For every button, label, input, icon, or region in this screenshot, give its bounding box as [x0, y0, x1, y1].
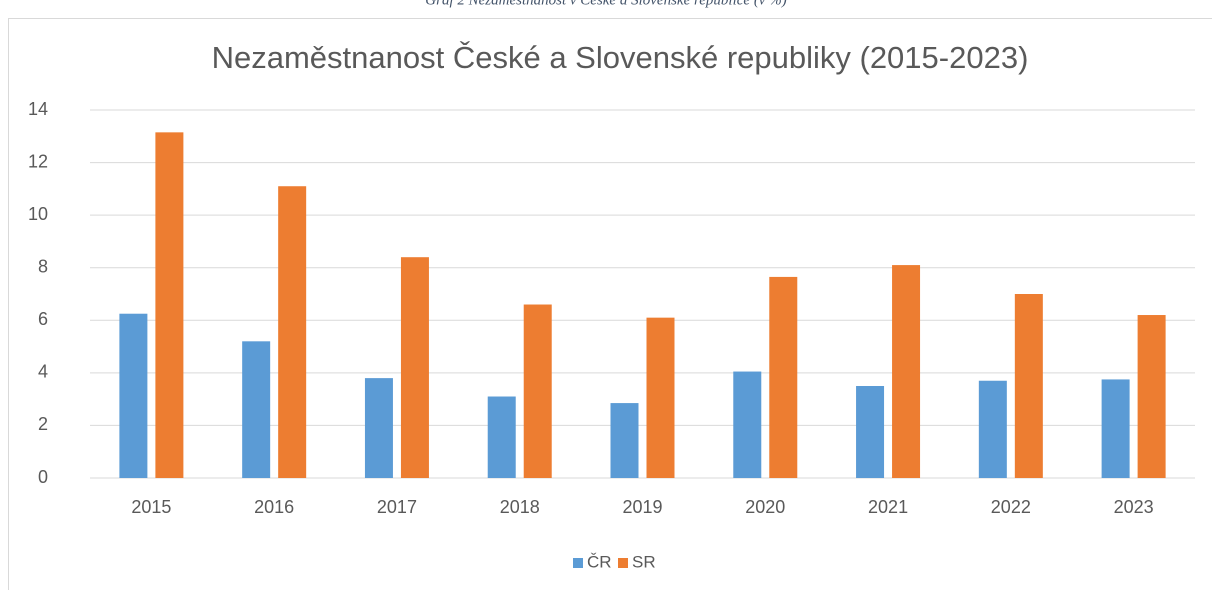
bar	[119, 313, 148, 478]
y-tick-label: 4	[38, 362, 48, 382]
legend-swatch	[618, 558, 628, 568]
x-tick-label: 2018	[500, 497, 540, 517]
bar	[400, 257, 429, 478]
legend-swatch	[573, 558, 583, 568]
y-tick-label: 0	[38, 467, 48, 487]
bar	[278, 186, 307, 478]
x-tick-label: 2022	[991, 497, 1031, 517]
chart-title: Nezaměstnanost České a Slovenské republi…	[212, 40, 1029, 75]
legend-label: ČR	[587, 552, 612, 571]
x-tick-label: 2023	[1114, 497, 1154, 517]
bar	[856, 386, 885, 478]
bar	[242, 341, 271, 478]
bar	[487, 396, 516, 478]
y-tick-label: 8	[38, 256, 48, 276]
bar	[155, 132, 184, 479]
bar	[733, 371, 762, 478]
bar	[1137, 315, 1166, 478]
caption-bg	[300, 0, 912, 10]
x-tick-label: 2017	[377, 497, 417, 517]
x-tick-label: 2019	[622, 497, 662, 517]
bar	[1014, 294, 1043, 478]
bar	[978, 380, 1007, 478]
bar	[523, 304, 552, 478]
x-tick-label: 2016	[254, 497, 294, 517]
y-tick-label: 6	[38, 309, 48, 329]
chart-frame	[8, 18, 1212, 590]
y-tick-label: 2	[38, 414, 48, 434]
bar	[646, 317, 675, 478]
x-tick-label: 2015	[131, 497, 171, 517]
caption: Graf 2 Nezaměstnanost v České a Slovensk…	[425, 0, 786, 8]
bar	[610, 403, 639, 478]
x-tick-label: 2021	[868, 497, 908, 517]
bar	[364, 378, 393, 478]
legend-label: SR	[632, 552, 656, 571]
bar	[892, 265, 921, 478]
bar	[1101, 379, 1130, 478]
x-tick-label: 2020	[745, 497, 785, 517]
y-tick-label: 12	[28, 151, 48, 171]
y-tick-label: 14	[28, 99, 48, 119]
y-tick-label: 10	[28, 204, 48, 224]
bar	[769, 276, 798, 478]
